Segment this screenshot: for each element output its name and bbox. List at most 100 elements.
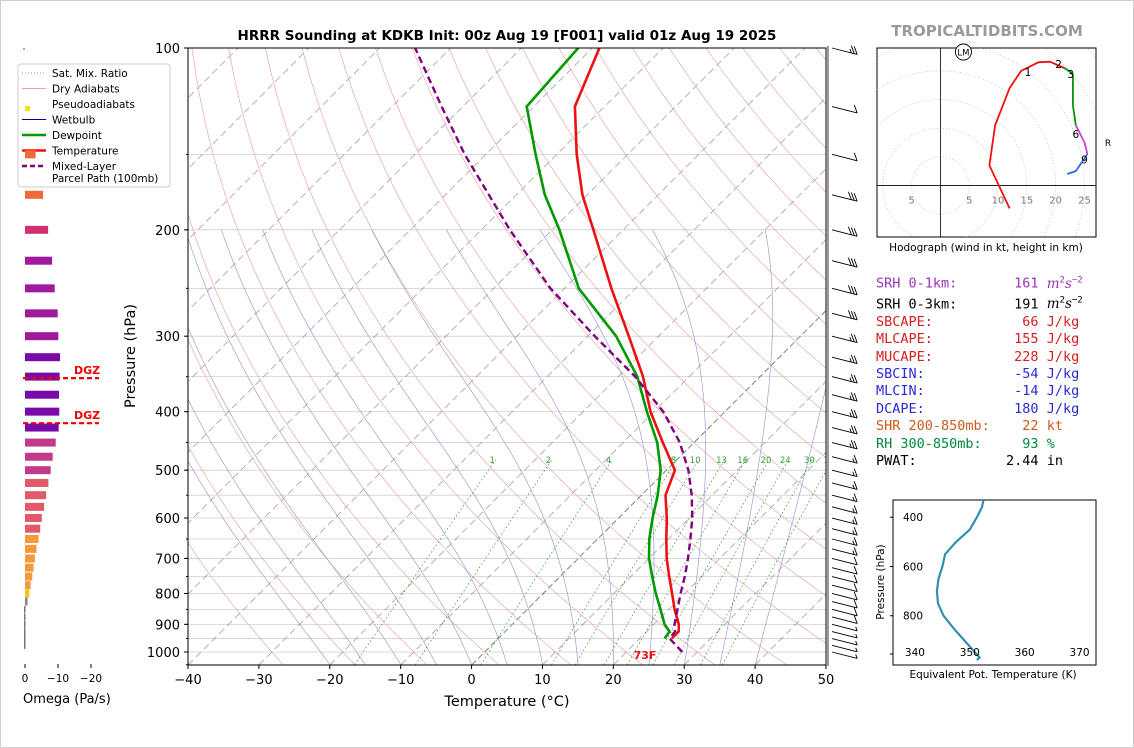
theta-e-x-tick-label: 360: [1015, 647, 1035, 659]
omega-panel: DGZ DGZ 0 −10 −20: [22, 48, 102, 685]
y-tick-label: 900: [155, 618, 180, 633]
wind-barb: [831, 481, 858, 490]
omega-bar: [25, 563, 34, 572]
theta-e-plot-area: [935, 500, 985, 661]
legend-entry: Pseudoadiabats: [25, 99, 135, 111]
param-label: RH 300-850mb:: [876, 435, 998, 452]
isotherm: [471, 310, 826, 665]
omega-bar: [25, 452, 53, 461]
y-tick-label: 100: [155, 42, 180, 57]
mixing-ratio-label: 20: [761, 456, 772, 466]
isotherm: [188, 48, 735, 595]
omega-tick-label: −10: [47, 673, 69, 685]
omega-bar: [25, 372, 60, 381]
isotherm: [684, 522, 826, 665]
theta-e-y-tick-label: 400: [903, 512, 923, 524]
y-tick-label: 700: [155, 552, 180, 567]
wind-barb: [831, 392, 858, 402]
wind-barb: [831, 468, 858, 478]
dry-adiabat: [411, 48, 826, 550]
wind-barb: [831, 556, 858, 566]
omega-bar: [25, 534, 39, 543]
wind-barb: [831, 583, 858, 593]
param-unit: J/kg: [1046, 313, 1080, 330]
right-mover-label: R: [1105, 139, 1111, 149]
param-label: SRH 0-3km:: [876, 296, 998, 313]
omega-bar: [25, 572, 33, 581]
wind-barb: [831, 615, 858, 624]
param-value: 191: [997, 296, 1047, 313]
isotherm: [188, 48, 310, 170]
hodograph-height-label: 2: [1055, 59, 1062, 71]
moist-adiabat: [188, 326, 402, 665]
omega-bar: [25, 438, 56, 447]
wind-barb: [831, 454, 858, 464]
param-row: SBCIN: -54 J/kg: [876, 366, 1083, 383]
legend-label: Dry Adiabats: [52, 84, 120, 96]
hodograph-caption: Hodograph (wind in kt, height in km): [889, 242, 1083, 254]
wind-barb: [831, 226, 858, 237]
param-value: 66: [997, 313, 1047, 330]
watermark: TROPICALTIDBITS.COM: [891, 22, 1083, 40]
legend-label: Sat. Mix. Ratio: [52, 68, 128, 80]
omega-bar: [25, 478, 49, 487]
dry-adiabat: [448, 48, 826, 504]
dry-adiabat: [228, 48, 643, 665]
omega-bar: [25, 407, 60, 416]
param-unit: J/kg: [1046, 366, 1080, 383]
x-tick-label: 30: [676, 673, 693, 688]
isotherm: [188, 48, 664, 524]
legend-label: Dewpoint: [52, 130, 102, 142]
param-value: 161: [997, 275, 1047, 292]
param-unit: m2s−2: [1046, 275, 1083, 292]
moist-adiabat: [539, 229, 655, 665]
param-row: SHR 200-850mb: 22 kt: [876, 418, 1083, 435]
skewt-y-axis-label: Pressure (hPa): [123, 304, 139, 408]
omega-bar: [25, 150, 36, 159]
wind-barb: [831, 516, 858, 525]
wind-barb: [831, 152, 858, 162]
omega-bar: [25, 491, 47, 500]
y-tick-label: 800: [155, 587, 180, 602]
omega-bar: [24, 613, 26, 621]
dry-adiabat: [188, 213, 500, 665]
isotherm: [188, 48, 451, 312]
wind-barb: [831, 623, 858, 632]
wind-barb: [831, 425, 858, 435]
param-label: MUCAPE:: [876, 348, 998, 365]
parcel-path-profile: [414, 48, 694, 653]
wind-barb: [831, 547, 858, 556]
param-label: DCAPE:: [876, 400, 998, 417]
param-unit: %: [1046, 435, 1055, 452]
omega-bar: [25, 190, 44, 199]
param-row: SRH 0-3km: 191 m2s−2: [876, 293, 1083, 314]
legend-entry: Sat. Mix. Ratio: [22, 68, 128, 80]
theta-e-frame: [892, 499, 1097, 666]
legend-entry: Wetbulb: [22, 115, 96, 127]
param-value: 228: [997, 348, 1047, 365]
dgz-label: DGZ: [74, 364, 100, 377]
moist-adiabat: [652, 229, 707, 665]
param-value: 22: [997, 418, 1047, 435]
wind-barb: [831, 409, 858, 419]
x-tick-label: 50: [818, 673, 835, 688]
x-tick-label: 40: [747, 673, 764, 688]
omega-tick-label: 0: [22, 673, 29, 685]
hodograph-panel: 1 23 6 9 5 5 10 15 20 25 LM R: [877, 43, 1111, 237]
skewt-axes: −40 −30 −20 −10 0 10 20 30 40 50 1000 900 800 700 600 5…: [147, 42, 834, 688]
param-value: 155: [997, 331, 1047, 348]
mixing-ratio-line: [700, 459, 813, 665]
x-tick-label: 10: [534, 673, 551, 688]
mixing-ratio-label: 30: [804, 456, 815, 466]
hodograph-trace: [1063, 67, 1077, 126]
skewt-plot-frame: [187, 47, 827, 666]
dry-adiabat: [188, 445, 356, 665]
y-tick-label: 300: [155, 330, 180, 345]
omega-bar: [25, 514, 42, 523]
moist-adiabat: [755, 385, 826, 665]
legend-label: Temperature: [51, 146, 119, 158]
param-row: PWAT: 2.44 in: [876, 453, 1083, 470]
x-tick-label: 0: [467, 673, 475, 688]
wind-barb: [831, 354, 858, 365]
wind-barb: [831, 574, 858, 584]
